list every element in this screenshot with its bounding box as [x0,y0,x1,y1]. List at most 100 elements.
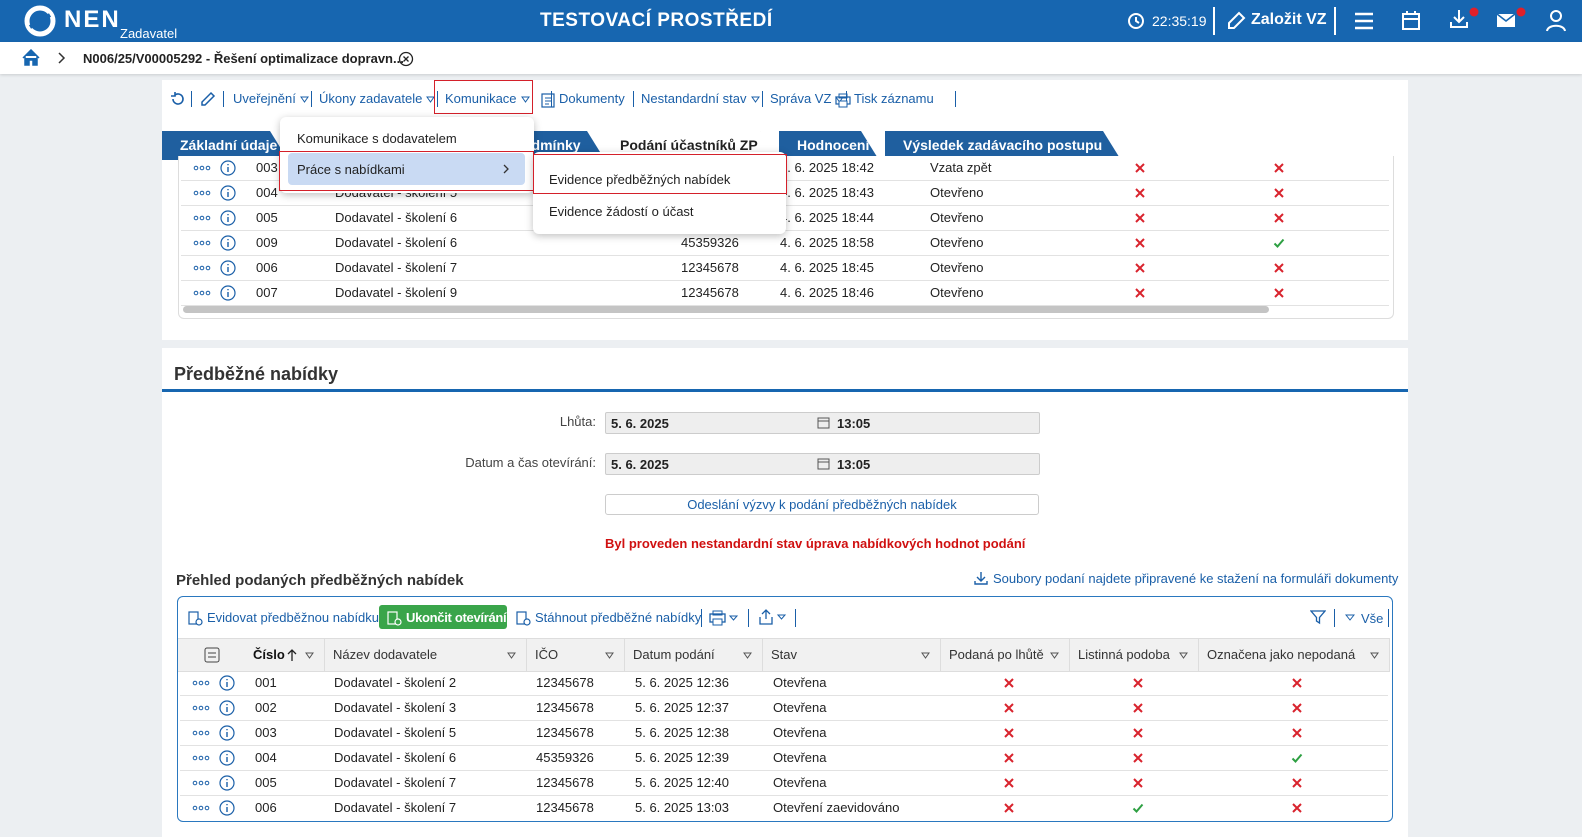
info-icon[interactable] [219,775,235,791]
calendar-icon[interactable] [1402,11,1420,30]
column-header[interactable]: IČO [527,639,625,671]
column-header[interactable]: Číslo [245,639,325,671]
datetime-input[interactable]: 5. 6. 2025 13:05 [605,453,1040,475]
filter-icon[interactable] [1310,609,1326,625]
cross-icon [1274,288,1284,298]
print-icon [835,93,851,108]
toolbar-item[interactable]: Správa VZ [770,91,832,106]
cell: 5. 6. 2025 12:40 [635,775,729,790]
column-header[interactable]: Stav [763,639,941,671]
info-icon[interactable] [219,800,235,816]
cross-icon [1004,728,1014,738]
column-header[interactable]: Podaná po lhůtě [941,639,1070,671]
info-icon[interactable] [220,210,236,226]
more-icon[interactable] [193,265,211,271]
tab[interactable]: Výsledek zadávacího postupu [885,131,1121,160]
column-header[interactable]: Datum podání [625,639,763,671]
more-icon[interactable] [193,290,211,296]
files-link[interactable]: Soubory podaní najdete připravené ke sta… [993,571,1399,586]
home-icon[interactable] [22,49,40,66]
menu-item-active[interactable]: Práce s nabídkami [288,153,525,185]
edit-icon[interactable] [1226,11,1246,31]
cell: 45359326 [681,235,739,250]
more-icon[interactable] [192,755,210,761]
send-button[interactable]: Odeslání výzvy k podání předběžných nabí… [605,494,1039,515]
filter-all[interactable]: Vše [1361,611,1384,626]
more-icon[interactable] [193,240,211,246]
mail-icon[interactable] [1496,6,1528,32]
cell: 003 [256,160,278,175]
column-header[interactable]: Označena jako nepodaná [1199,639,1390,671]
table-row: 001 Dodavatel - školení 2 12345678 5. 6. 20… [180,671,1388,696]
dropdown-menu: Komunikace s dodavatelem Práce s nabídka… [280,117,534,193]
info-icon[interactable] [219,750,235,766]
toolbar-item[interactable]: Dokumenty [559,91,625,106]
create-button[interactable]: Založit VZ [1251,11,1327,28]
more-icon[interactable] [193,215,211,221]
cell: Otevřeno [930,210,984,225]
toolbar-item[interactable]: Nestandardní stav [641,91,747,106]
dropdown-arrow[interactable] [1370,652,1380,660]
more-icon[interactable] [193,190,211,196]
download-icon[interactable] [1449,6,1481,32]
user-icon[interactable] [1546,10,1566,32]
cross-icon [1135,188,1145,198]
more-icon[interactable] [192,680,210,686]
info-icon[interactable] [220,160,236,176]
refresh-icon[interactable] [170,91,186,107]
toolbar-item[interactable]: Komunikace [445,91,517,106]
toolbar-item[interactable]: Uveřejnění [233,91,296,106]
action-close-opening[interactable]: Ukončit otevírání [379,605,507,629]
dropdown-arrow[interactable] [507,652,517,660]
info-icon[interactable] [220,285,236,301]
tab[interactable]: Základní údaje [162,131,288,160]
action-download[interactable]: Stáhnout předběžné nabídky [535,610,702,625]
more-icon[interactable] [192,780,210,786]
dropdown-arrow[interactable] [1050,652,1060,660]
cross-icon [1004,778,1014,788]
datetime-input[interactable]: 5. 6. 2025 13:05 [605,412,1040,434]
print-menu[interactable] [709,609,741,627]
cell: 005 [255,775,277,790]
column-header[interactable]: Listinná podoba [1070,639,1199,671]
action-evidovat[interactable]: Evidovat předběžnou nabídku [207,610,380,625]
info-icon[interactable] [219,675,235,691]
more-icon[interactable] [193,165,211,171]
more-icon[interactable] [192,805,210,811]
top-bar: NEN Zadavatel TESTOVACÍ PROSTŘEDÍ 22:35:… [0,0,1582,42]
section-title: Předběžné nabídky [174,364,339,384]
info-icon[interactable] [220,260,236,276]
section-underline [162,389,1408,392]
menu-item[interactable]: Komunikace s dodavatelem [297,131,457,146]
download-icon [974,572,988,585]
dropdown-arrow[interactable] [1179,652,1189,660]
export-menu[interactable] [758,608,788,626]
column-header[interactable]: Název dodavatele [325,639,527,671]
toolbar-item[interactable]: Úkony zadavatele [319,91,423,106]
info-icon[interactable] [220,185,236,201]
cell: 004 [256,185,278,200]
edit-icon[interactable] [200,91,216,107]
dropdown-arrow[interactable] [743,652,753,660]
menu-icon[interactable] [1354,12,1374,30]
cell: 4. 6. 2025 18:42 [780,160,874,175]
submenu-item[interactable]: Evidence žádostí o účast [549,204,694,219]
dropdown-arrow[interactable] [921,652,931,660]
cross-icon [1292,803,1302,813]
tab[interactable]: Hodnocení [779,131,879,160]
info-icon[interactable] [219,700,235,716]
dropdown-arrow[interactable] [605,652,615,660]
more-icon[interactable] [192,705,210,711]
cell: Dodavatel - školení 9 [335,285,458,300]
close-icon[interactable] [398,51,414,67]
info-icon[interactable] [219,725,235,741]
separator [762,91,763,107]
submenu-item[interactable]: Evidence předběžných nabídek [549,172,731,187]
toolbar-item[interactable]: Tisk záznamu [854,91,934,106]
info-icon[interactable] [220,235,236,251]
breadcrumb-title[interactable]: N006/25/V00005292 - Řešení optimalizace … [83,51,404,66]
more-icon[interactable] [192,730,210,736]
tab-label: Výsledek zadávacího postupu [903,137,1103,153]
dropdown-arrow[interactable] [305,652,315,660]
settings-icon[interactable] [204,647,220,663]
